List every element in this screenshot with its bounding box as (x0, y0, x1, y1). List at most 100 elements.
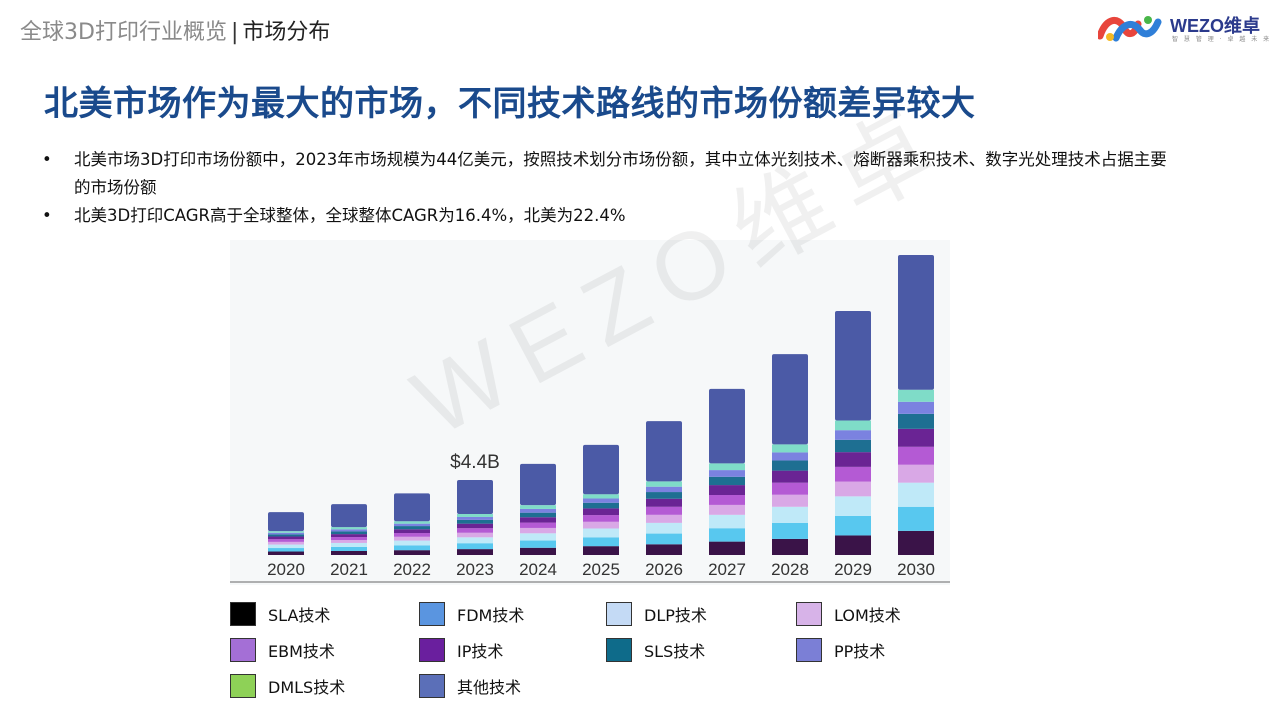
bar-segment (772, 460, 808, 471)
header-breadcrumb: 全球3D打印行业概览 | 市场分布 (20, 14, 330, 46)
bar-segment (709, 541, 745, 555)
bar-segment (394, 529, 430, 534)
bar-segment (898, 255, 934, 390)
bar-segment (835, 420, 871, 431)
bar-segment (583, 502, 619, 509)
x-tick-label: 2020 (267, 560, 305, 579)
data-label: $4.4B (450, 452, 500, 473)
bar-segment (835, 535, 871, 555)
bar-segment (268, 551, 304, 555)
bar-segment (331, 550, 367, 555)
bar-segment (457, 528, 493, 533)
bar-segment (709, 528, 745, 542)
bar-segment (520, 540, 556, 548)
bar-segment (457, 519, 493, 524)
bar-segment (709, 463, 745, 471)
x-tick-label: 2030 (897, 560, 935, 579)
bar-segment (331, 534, 367, 538)
bar-segment (331, 540, 367, 543)
bar-segment (646, 544, 682, 555)
bar-segment (331, 542, 367, 547)
bar-segment (394, 493, 430, 522)
bar-segment (520, 547, 556, 555)
bar-segment (835, 481, 871, 497)
bar-segment (709, 504, 745, 515)
bar-segment (835, 430, 871, 440)
bar-segment (520, 527, 556, 534)
bar-segment (646, 522, 682, 534)
bar-segment (772, 506, 808, 523)
bar-segment (772, 452, 808, 461)
bullet-list: 北美市场3D打印市场份额中，2023年市场规模为44亿美元，按照技术划分市场份额… (40, 146, 1180, 230)
bar-segment (520, 522, 556, 528)
header-subsection: 市场分布 (242, 20, 331, 45)
bar-segment (772, 354, 808, 445)
bar-segment (457, 480, 493, 515)
bar-segment (898, 482, 934, 507)
bar-segment (709, 495, 745, 505)
bar-segment (898, 401, 934, 414)
bar-segment (457, 532, 493, 538)
bar-segment (268, 541, 304, 545)
bar-segment (583, 546, 619, 555)
bar-segment (583, 498, 619, 503)
bar-segment (331, 529, 367, 532)
bar-segment (646, 481, 682, 487)
bar-segment (331, 546, 367, 551)
bar-segment (709, 388, 745, 464)
bar-segment (583, 444, 619, 495)
x-tick-label: 2028 (771, 560, 809, 579)
page-title: 北美市场作为最大的市场，不同技术路线的市场份额差异较大 (44, 84, 976, 124)
bar-segment (772, 470, 808, 483)
bar-segment (646, 498, 682, 507)
bar-segment (394, 526, 430, 530)
bar-segment (457, 537, 493, 544)
bullet-item: 北美3D打印CAGR高于全球整体，全球整体CAGR为16.4%，北美为22.4% (40, 202, 1180, 230)
bar-segment (835, 310, 871, 421)
wezo-logo-icon (1098, 16, 1162, 42)
bar-segment (520, 508, 556, 513)
bar-segment (772, 522, 808, 539)
header-section: 全球3D打印行业概览 (20, 20, 227, 45)
bar-segment (709, 476, 745, 486)
bar-segment (268, 548, 304, 552)
bar-segment (835, 452, 871, 467)
bar-segment (394, 536, 430, 541)
bar-segment (268, 534, 304, 537)
bar-segment (898, 446, 934, 465)
x-tick-label: 2024 (519, 560, 557, 579)
bar-segment (709, 514, 745, 529)
bar-segment (394, 550, 430, 555)
bar-segment (457, 523, 493, 529)
bar-segment (709, 470, 745, 477)
bar-segment (583, 528, 619, 538)
bar-segment (457, 549, 493, 555)
bar-segment (520, 533, 556, 541)
bar-segment (268, 532, 304, 535)
bar-segment (583, 508, 619, 516)
x-tick-label: 2029 (834, 560, 872, 579)
bar-segment (772, 538, 808, 555)
bar-segment (520, 505, 556, 509)
bar-segment (583, 537, 619, 547)
bar-segment (835, 496, 871, 516)
bar-segment (898, 413, 934, 429)
bar-segment (646, 506, 682, 515)
bar-segment (646, 421, 682, 482)
bar-segment (898, 428, 934, 447)
bar-segment (772, 482, 808, 495)
bar-segment (520, 463, 556, 506)
x-tick-label: 2021 (330, 560, 368, 579)
bar-segment (835, 439, 871, 453)
bar-segment (898, 389, 934, 402)
bar-segment (898, 506, 934, 531)
bar-segment (583, 494, 619, 499)
bar-segment (331, 527, 367, 530)
bar-segment (268, 512, 304, 532)
bar-segment (646, 514, 682, 523)
bar-segment (394, 521, 430, 524)
bar-segment (709, 485, 745, 495)
logo-text: WEZO维卓 (1170, 16, 1260, 36)
bar-segment (646, 492, 682, 499)
